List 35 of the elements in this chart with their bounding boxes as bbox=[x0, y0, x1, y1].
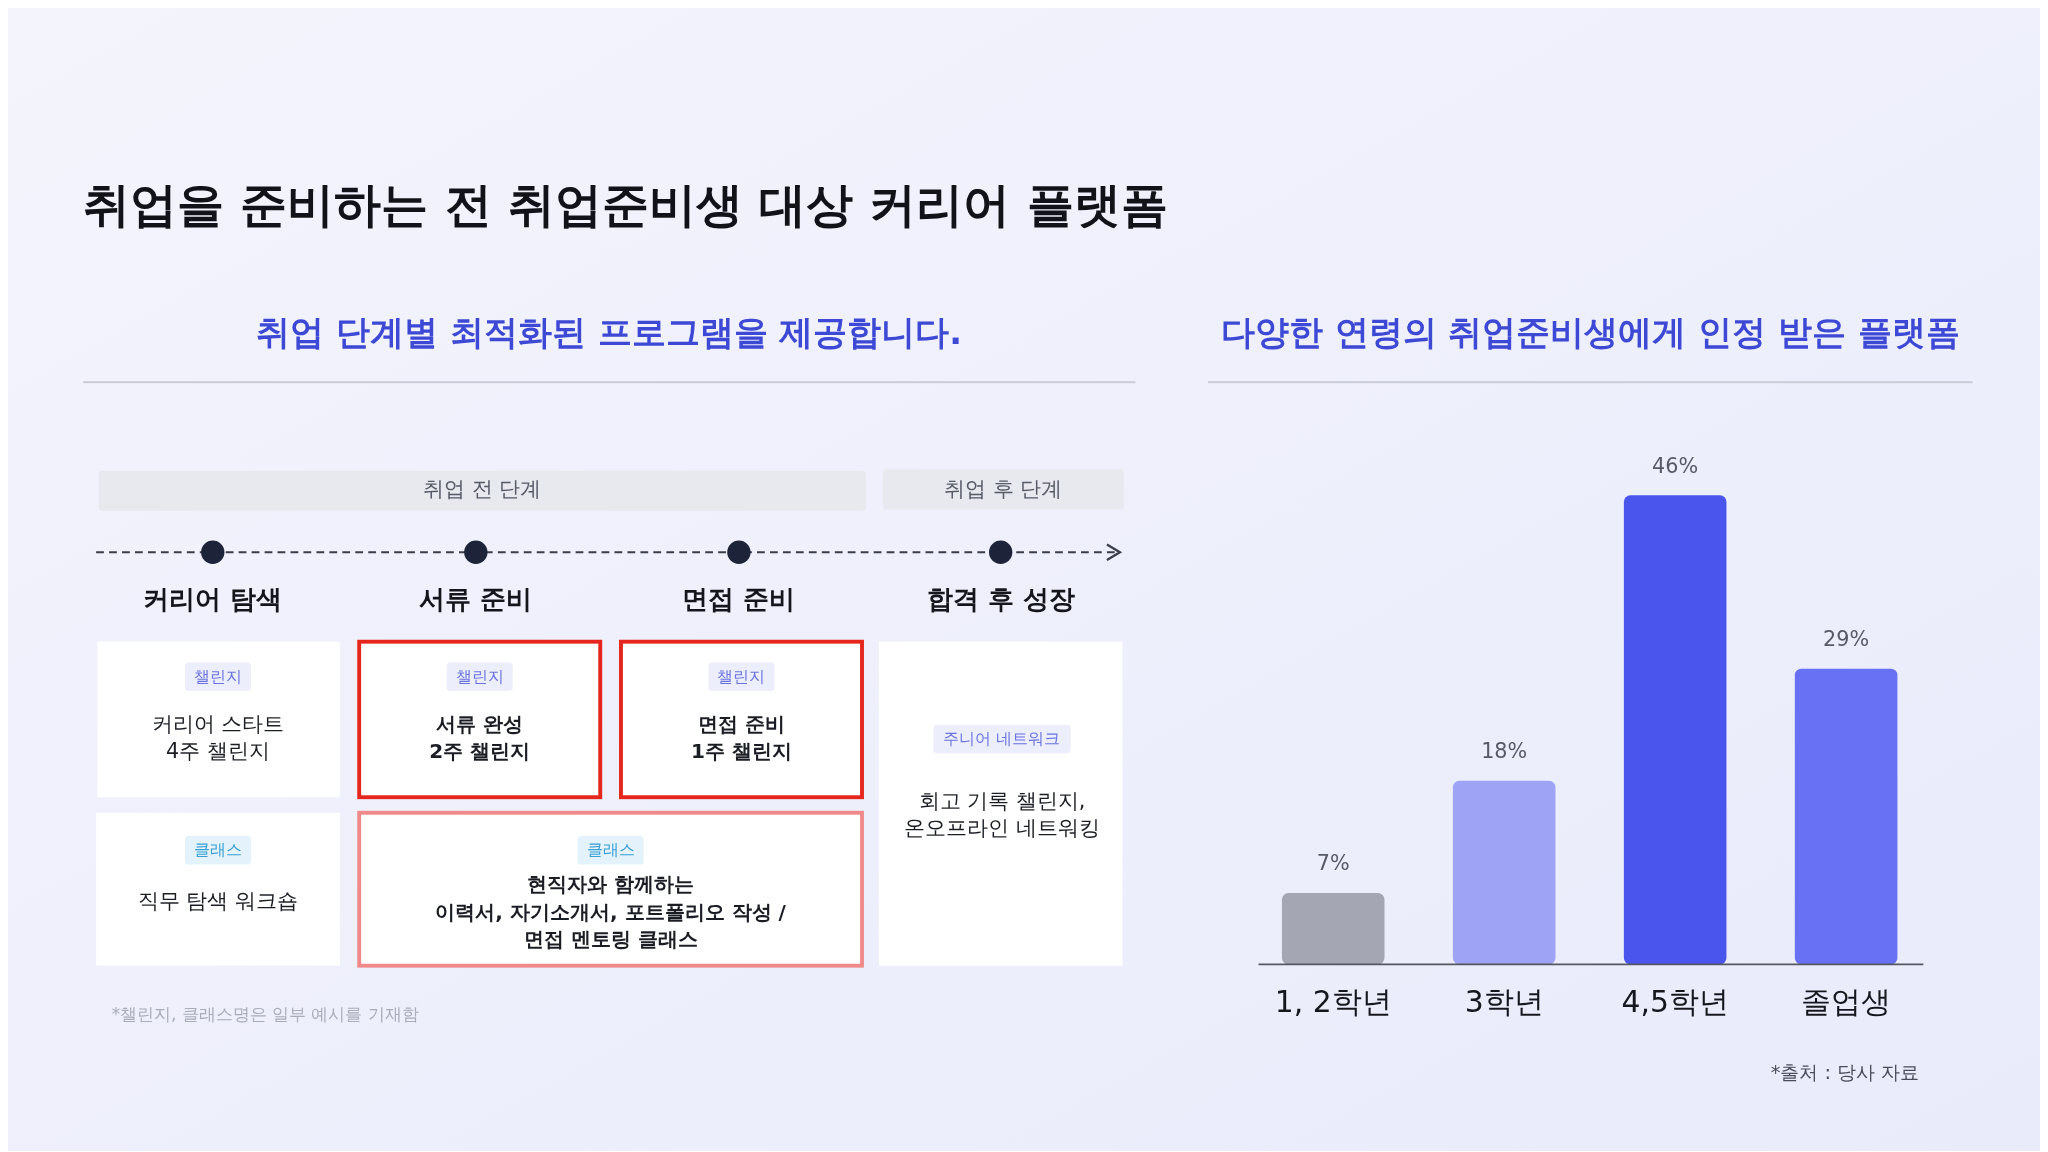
x-tick-label: 4,5학년 bbox=[1621, 983, 1729, 1019]
text: 취업 후 단계 bbox=[944, 477, 1063, 502]
text: 서류 완성 2주 챌린지 bbox=[429, 711, 531, 764]
text: 면접 준비 1주 챌린지 bbox=[691, 711, 792, 764]
bar bbox=[1452, 780, 1556, 965]
text: 커리어 스타트 4주 챌린지 bbox=[151, 712, 285, 764]
data-label: 46% bbox=[1652, 453, 1699, 478]
text: 취업 단계별 최적화된 프로그램을 제공합니다. bbox=[256, 313, 963, 353]
data-label: 18% bbox=[1481, 739, 1528, 764]
text: *출처 : 당사 자료 bbox=[1770, 1060, 1920, 1084]
text: 합격 후 성장 bbox=[926, 583, 1075, 614]
text: 현직자와 함께하는 이력서, 자기소개서, 포트폴리오 작성 / 면접 멘토링 클래스 bbox=[435, 871, 787, 951]
text: 챌린지 bbox=[455, 667, 504, 686]
text: 클래스 bbox=[586, 840, 635, 859]
text: 취업 전 단계 bbox=[423, 477, 542, 502]
text: 커리어 탐색 bbox=[143, 583, 283, 614]
text: 서류 준비 bbox=[419, 583, 533, 614]
text: 직무 탐색 워크숍 bbox=[137, 889, 299, 914]
x-tick-label: 1, 2학년 bbox=[1274, 983, 1392, 1019]
text: 주니어 네트워크 bbox=[943, 729, 1061, 748]
chart-title: 다양한 연령의 취업준비생에게 인정 받은 플랫폼 bbox=[1221, 313, 1960, 353]
text: 챌린지 bbox=[193, 667, 242, 686]
text: 취업을 준비하는 전 취업준비생 대상 커리어 플랫폼 bbox=[83, 178, 1168, 233]
text: 챌린지 bbox=[717, 667, 766, 686]
text: 면접 준비 bbox=[682, 583, 796, 614]
text: *챌린지, 클래스명은 일부 예시를 기재함 bbox=[111, 1003, 419, 1024]
x-tick-label: 3학년 bbox=[1464, 983, 1544, 1019]
data-label: 7% bbox=[1316, 851, 1350, 876]
bar bbox=[1623, 495, 1727, 965]
bar bbox=[1794, 668, 1898, 965]
data-label: 29% bbox=[1823, 627, 1870, 652]
text: 클래스 bbox=[193, 840, 242, 859]
bar bbox=[1281, 893, 1385, 965]
text: 회고 기록 챌린지, 온오프라인 네트워킹 bbox=[904, 788, 1100, 840]
x-tick-label: 졸업생 bbox=[1801, 983, 1892, 1019]
